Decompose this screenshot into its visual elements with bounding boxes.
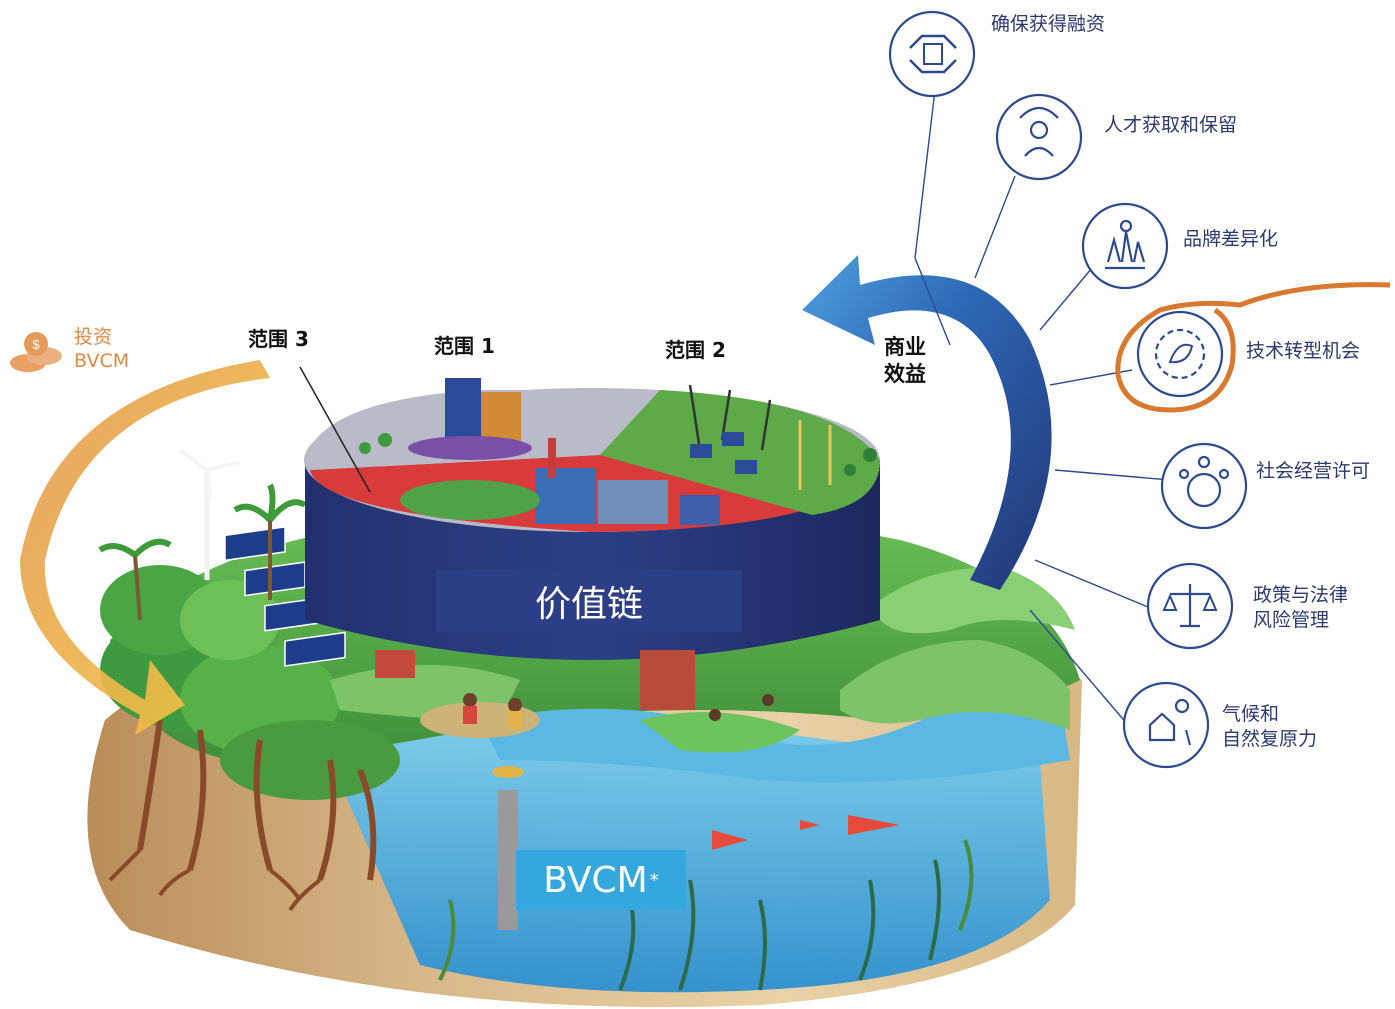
business-benefit-line1: 商业 bbox=[884, 335, 926, 359]
value-chain-label: 价值链 bbox=[436, 570, 742, 632]
benefit-icons bbox=[888, 10, 1248, 769]
benefit-tech-transition: 技术转型机会 bbox=[1246, 339, 1360, 364]
benefit-talent-line1: 人才获取和保留 bbox=[1104, 114, 1238, 136]
underwater-life bbox=[438, 766, 974, 991]
svg-text:$: $ bbox=[32, 337, 40, 352]
benefit-brand-line1: 品牌差异化 bbox=[1183, 228, 1279, 250]
benefit-financing: 确保获得融资 bbox=[991, 12, 1105, 37]
investment-arrow bbox=[20, 360, 270, 735]
bvcm-label: BVCM * bbox=[516, 850, 686, 910]
farm-scene bbox=[330, 650, 800, 753]
scope3-pointer-line bbox=[299, 366, 371, 493]
invest-label: 投资 BVCM bbox=[74, 325, 129, 373]
scales-icon bbox=[1146, 562, 1234, 650]
business-benefit-label: 商业 效益 bbox=[884, 334, 926, 388]
benefit-social-license-line1: 社会经营许可 bbox=[1256, 460, 1371, 482]
business-benefit-line2: 效益 bbox=[884, 362, 926, 386]
invest-label-line2: BVCM bbox=[74, 350, 130, 372]
climate-home-icon bbox=[1122, 681, 1210, 769]
benefit-tech-transition-line1: 技术转型机会 bbox=[1246, 340, 1361, 362]
chess-pieces-icon bbox=[1081, 202, 1169, 290]
benefit-policy-risk-line2: 风险管理 bbox=[1253, 609, 1330, 631]
handshake-icon bbox=[888, 10, 976, 98]
scope2-label: 范围 2 bbox=[665, 338, 726, 362]
bvcm-label-text: BVCM bbox=[543, 859, 648, 901]
bvcm-label-mark: * bbox=[649, 869, 659, 891]
community-globe-icon bbox=[1160, 442, 1248, 530]
benefit-brand: 品牌差异化 bbox=[1183, 227, 1278, 252]
talent-icon bbox=[995, 93, 1083, 181]
benefit-climate-resilience: 气候和 自然复原力 bbox=[1222, 702, 1317, 752]
benefit-climate-resilience-line2: 自然复原力 bbox=[1222, 728, 1318, 750]
scope3-label: 范围 3 bbox=[248, 327, 309, 351]
highlight-ring bbox=[1115, 282, 1391, 413]
coins-icon: $ bbox=[10, 332, 62, 372]
invest-label-line1: 投资 bbox=[74, 326, 113, 348]
gear-leaf-icon bbox=[1136, 310, 1224, 398]
benefit-policy-risk: 政策与法律 风险管理 bbox=[1253, 583, 1348, 633]
benefit-climate-resilience-line1: 气候和 bbox=[1222, 703, 1280, 725]
scope1-label: 范围 1 bbox=[434, 334, 495, 358]
benefit-talent: 人才获取和保留 bbox=[1104, 113, 1237, 138]
benefit-policy-risk-line1: 政策与法律 bbox=[1253, 584, 1349, 606]
business-benefit-arrow bbox=[802, 255, 1052, 590]
benefit-financing-line1: 确保获得融资 bbox=[991, 13, 1106, 35]
benefit-social-license: 社会经营许可 bbox=[1256, 459, 1370, 484]
